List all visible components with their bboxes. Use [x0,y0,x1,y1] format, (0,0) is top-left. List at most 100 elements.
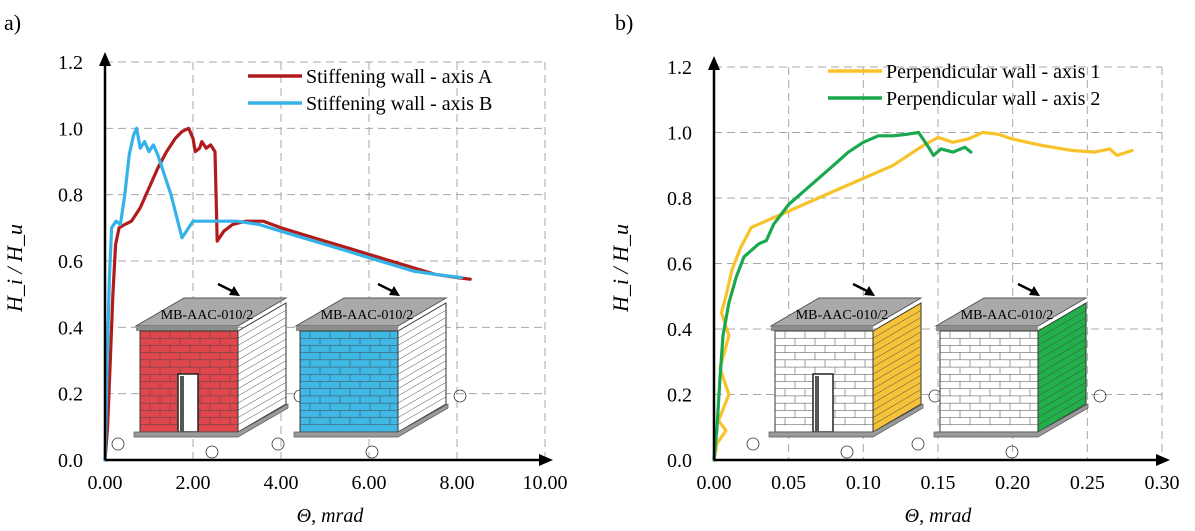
axis-marker-icon [911,437,925,451]
brick-course [397,360,447,389]
brick-course [237,331,287,361]
load-arrow-head-icon [389,286,400,296]
brick-course [1037,338,1087,368]
x-axis-label: Θ, mrad [905,505,973,527]
brick-course [1037,331,1087,361]
brick-course [872,382,922,411]
brick-course [872,346,922,375]
model-label: MB-AAC-010/2 [796,308,889,323]
brick-course [237,396,287,426]
brick-course [872,338,922,368]
x-tick-label: 2.00 [176,472,211,494]
x-tick-label: 0.15 [921,472,956,494]
brick-course [1037,374,1087,404]
base-slab [768,403,924,438]
brick-course [237,367,287,397]
brick-course [872,324,922,353]
y-axis-label: H_i / H_u [608,224,633,313]
brick-course [237,317,287,346]
roof-edge [296,326,398,331]
brick-course [1037,382,1087,411]
brick-course [237,338,287,368]
axis-marker-icon [1005,445,1019,459]
brick-course [397,367,447,397]
panel-a: a) MB-AAC-010/2 MB-AAC-010/2 0.00 2.00 4.00… [2,10,568,527]
y-tick-label: 1.0 [58,118,83,140]
y-tick-label: 1.2 [667,57,692,79]
y-tick-label: 0.2 [667,385,692,407]
brick-course [397,374,447,404]
panel-a-label: a) [4,10,21,35]
x-tick-label: 10.00 [523,472,568,494]
brick-course [397,309,447,339]
axis-marker-icon [205,445,219,459]
series-line-2 [103,126,463,462]
y-axis-arrow-icon [708,56,720,70]
x-tick-label: 0.10 [846,472,881,494]
load-arrow-icon [217,282,235,294]
brick-course [397,353,447,382]
load-arrow-icon [852,282,870,294]
base-slab [133,403,289,438]
x-tick-label: 8.00 [440,472,475,494]
brick-course [1037,309,1087,339]
brick-course [237,353,287,382]
brick-course [397,382,447,411]
axis-marker-icon [271,437,285,451]
brick-course [872,309,922,339]
brick-course [1037,360,1087,389]
building-model-1: MB-AAC-010/2 [111,282,307,459]
axis-marker-icon [365,445,379,459]
x-tick-label: 6.00 [352,472,387,494]
brick-course [872,317,922,346]
brick-course [872,389,922,418]
door-jamb [815,376,819,432]
x-tick-label: 0.20 [995,472,1030,494]
x-tick-label: 0.00 [88,472,123,494]
axis-marker-icon [453,389,467,403]
model-label: MB-AAC-010/2 [161,308,254,323]
y-tick-label: 0.0 [667,450,692,472]
brick-course [872,396,922,426]
building-model-2: MB-AAC-010/2 [271,282,467,459]
brick-course [397,317,447,346]
brick-course [397,324,447,353]
brick-course [237,389,287,418]
series-line-2 [712,130,973,462]
y-tick-label: 0.2 [58,384,83,406]
legend-label-1: Stiffening wall - axis A [306,66,493,88]
brick-course [872,331,922,361]
base-slab [293,403,449,438]
legend-label-1: Perpendicular wall - axis 1 [886,61,1100,83]
axis-marker-icon [111,437,125,451]
y-axis-arrow-icon [99,52,111,66]
brick-course [872,374,922,404]
axis-marker-icon [928,389,942,403]
brick-course [1037,346,1087,375]
brick-course [237,309,287,339]
y-tick-label: 0.0 [58,450,83,472]
brick-course [237,346,287,375]
y-tick-label: 0.6 [58,251,83,273]
brick-course [397,338,447,368]
brick-course [872,367,922,397]
brick-course [397,346,447,375]
model-label: MB-AAC-010/2 [961,308,1054,323]
y-tick-label: 0.4 [58,317,83,339]
series-line-1 [103,126,472,462]
building-model-1: MB-AAC-010/2 [746,282,942,459]
load-arrow-icon [377,282,395,294]
brick-course [872,353,922,382]
brick-course [237,382,287,411]
y-tick-label: 0.4 [667,319,692,341]
brick-course [1037,389,1087,418]
brick-course [237,324,287,353]
base-slab [933,403,1089,438]
roof-edge [136,326,238,331]
panel-b-label: b) [615,10,633,35]
building-model-2: MB-AAC-010/2 [911,282,1107,459]
y-tick-label: 1.0 [667,123,692,145]
axis-marker-icon [840,445,854,459]
brick-course [1037,367,1087,397]
